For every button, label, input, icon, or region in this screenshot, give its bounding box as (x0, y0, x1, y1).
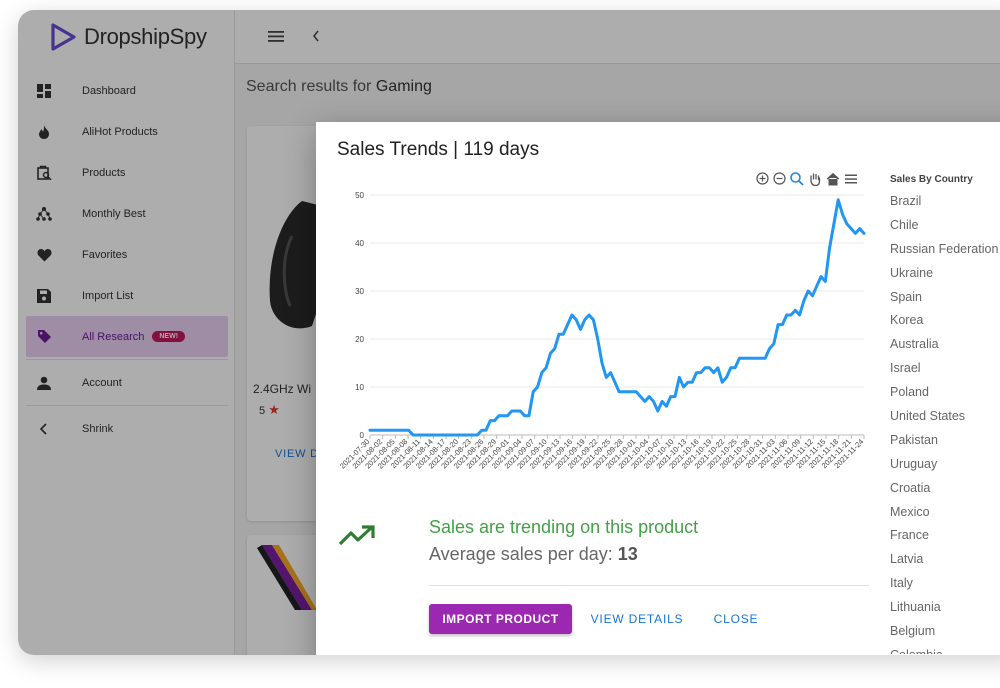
average-sales: Average sales per day: 13 (429, 544, 638, 565)
country-item: Italy (890, 576, 913, 591)
country-item: Colombia (890, 648, 1000, 654)
chevron-left-icon[interactable] (311, 27, 321, 45)
chart-toolbar (756, 172, 858, 186)
play-logo-icon (51, 23, 76, 51)
country-item: Latvia (890, 552, 924, 567)
sidebar-item-label: Import List (82, 289, 134, 302)
trending-up-icon (338, 525, 375, 546)
top-bar (235, 10, 1000, 64)
app-name: DropshipSpy (84, 24, 207, 49)
chevron-left-icon (36, 421, 52, 437)
sales-series-line (368, 198, 866, 437)
search-prefix: Search results for (246, 78, 372, 95)
flame-icon (36, 124, 52, 140)
sidebar-item-label: Shrink (82, 422, 114, 435)
hamburger-menu-icon[interactable] (844, 172, 858, 186)
sidebar-item-label: Favorites (82, 248, 128, 261)
home-icon[interactable] (826, 172, 840, 186)
sidebar-item-shrink[interactable]: Shrink (26, 408, 228, 449)
sidebar-item-label: Account (82, 376, 122, 389)
tree-icon (36, 206, 52, 222)
nav-divider (26, 359, 228, 360)
country-item: Poland (890, 385, 929, 400)
country-item: Croatia (890, 480, 931, 495)
sales-trends-dialog: Sales Trends | 119 days 0 10 20 30 40 50 2021-… (316, 122, 1000, 655)
view-details-button[interactable]: VIEW DETAILS (582, 604, 692, 634)
tag-icon (36, 329, 52, 345)
country-item: Uruguay (890, 456, 938, 471)
sidebar-item-import-list[interactable]: Import List (26, 275, 228, 316)
sidebar-item-label: Products (82, 166, 126, 179)
product-rating: 5 ★ (259, 402, 280, 418)
zoom-in-icon[interactable] (756, 172, 769, 185)
rating-value: 5 (259, 405, 266, 417)
search-term: Gaming (375, 78, 432, 95)
avg-label: Average sales per day: (429, 544, 613, 564)
sales-by-country-title: Sales By Country (890, 174, 973, 185)
sidebar-item-label: All Research (82, 330, 145, 343)
product-title: 2.4GHz Wi (253, 382, 312, 396)
country-item: United States (890, 409, 966, 424)
sidebar-item-account[interactable]: Account (26, 362, 228, 403)
country-item: Korea (890, 313, 924, 328)
product-image (257, 545, 317, 610)
avg-value: 13 (617, 544, 638, 564)
country-item: Pakistan (890, 432, 938, 447)
close-button[interactable]: CLOSE (702, 604, 770, 634)
y-tick-label: 40 (355, 239, 364, 248)
nav-divider (26, 405, 228, 406)
zoom-out-icon[interactable] (773, 172, 786, 185)
country-item: Chile (890, 217, 919, 232)
magnifier-icon[interactable] (790, 172, 804, 186)
y-tick-label: 10 (355, 383, 364, 392)
sidebar-item-alihot-products[interactable]: AliHot Products (26, 111, 228, 152)
product-image (269, 201, 322, 329)
sidebar-item-dashboard[interactable]: Dashboard (26, 70, 228, 111)
app-window: DropshipSpy Dashboard AliHot Products Pr… (18, 10, 1000, 655)
product-search-icon (36, 165, 52, 181)
logo[interactable]: DropshipSpy (48, 22, 207, 52)
country-item: Belgium (890, 624, 936, 639)
country-item: Brazil (890, 194, 922, 208)
y-tick-label: 20 (355, 335, 364, 344)
sidebar-item-favorites[interactable]: Favorites (26, 234, 228, 275)
sidebar-item-label: AliHot Products (82, 125, 158, 138)
country-item: Lithuania (890, 600, 941, 615)
y-tick-label: 50 (355, 191, 364, 200)
country-item: Israel (890, 361, 921, 376)
sidebar-nav: Dashboard AliHot Products Products Month… (26, 70, 228, 449)
dashboard-icon (36, 83, 52, 99)
y-tick-label: 0 (360, 431, 365, 440)
sales-trend-chart: 010203040502021-07-302021-08-022021-08-0… (338, 191, 866, 471)
sidebar-item-label: Dashboard (82, 84, 136, 97)
sidebar-item-all-research[interactable]: All Research NEW! (26, 316, 228, 357)
sidebar-item-products[interactable]: Products (26, 152, 228, 193)
country-item: France (890, 528, 929, 543)
country-item: Ukraine (890, 265, 934, 280)
dialog-divider (429, 585, 869, 586)
save-icon (36, 288, 52, 304)
heart-icon (36, 247, 52, 263)
country-item: Russian Federation (890, 241, 999, 256)
pan-hand-icon[interactable] (808, 172, 822, 186)
star-icon: ★ (268, 402, 280, 417)
sidebar-item-monthly-best[interactable]: Monthly Best (26, 193, 228, 234)
menu-icon[interactable] (267, 28, 285, 44)
view-details-link[interactable]: VIEW D (275, 448, 319, 460)
person-icon (36, 375, 52, 391)
country-list: Brazil Chile Russian Federation Ukraine Spai… (890, 194, 1000, 654)
trend-message: Sales are trending on this product (429, 517, 699, 537)
dialog-title: Sales Trends | 119 days (337, 139, 540, 160)
new-badge: NEW! (152, 331, 186, 342)
import-product-button[interactable]: IMPORT PRODUCT (429, 604, 572, 634)
sidebar: DropshipSpy Dashboard AliHot Products Pr… (18, 10, 235, 655)
country-item: Australia (890, 337, 939, 352)
sidebar-item-label: Monthly Best (82, 207, 146, 220)
y-tick-label: 30 (355, 287, 364, 296)
country-item: Spain (890, 289, 922, 304)
search-results-title: Search results for Gaming (246, 78, 432, 96)
country-item: Mexico (890, 504, 930, 519)
